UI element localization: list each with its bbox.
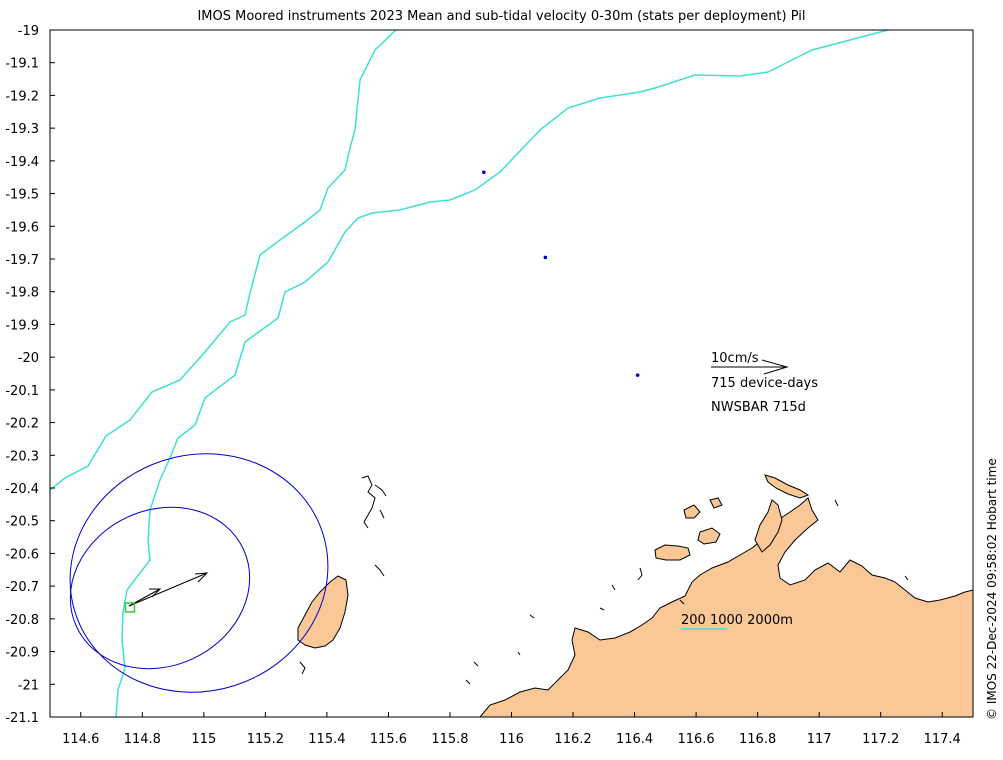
y-tick-label: -21 (18, 678, 39, 693)
y-tick-label: -20.8 (5, 613, 39, 628)
y-tick-label: -20.4 (5, 482, 39, 497)
y-tick-label: -20.1 (5, 384, 39, 399)
y-tick-label: -21.1 (5, 711, 39, 726)
y-axis: -19 -19.1 -19.2 -19.3 -19.4 -19.5 -19.6 -19.7 -1… (5, 24, 55, 726)
isobath-1000 (115, 30, 889, 717)
x-tick-label: 115 (191, 732, 216, 747)
x-tick-label: 115.6 (370, 732, 407, 747)
x-tick-label: 116.8 (739, 732, 776, 747)
mean-velocity-arrow (128, 572, 209, 607)
x-tick-label: 114.8 (124, 732, 161, 747)
y-tick-label: -19.6 (5, 220, 39, 235)
y-tick-label: -20.9 (5, 646, 39, 661)
island-small-4 (709, 497, 723, 509)
y-tick-label: -19.3 (5, 122, 39, 137)
mooring-station-marker[interactable] (124, 602, 136, 613)
x-tick-label: 117.2 (862, 732, 899, 747)
bathymetry-legend-label: 200 1000 2000m (681, 613, 793, 628)
legend-site-label: NWSBAR 715d (711, 400, 806, 415)
island-elongated (764, 474, 810, 499)
island-peninsula (754, 499, 783, 553)
map-plot-area (50, 30, 973, 717)
isobath-200 (50, 30, 397, 491)
island-small-1 (654, 544, 691, 561)
y-tick-label: -20.5 (5, 515, 39, 530)
credit-text: © IMOS 22-Dec-2024 09:58:02 Hobart time (985, 458, 999, 720)
map-title: IMOS Moored instruments 2023 Mean and su… (197, 9, 806, 24)
x-tick-label: 115.4 (308, 732, 345, 747)
x-tick-label: 115.2 (247, 732, 284, 747)
legend-device-days: 715 device-days (711, 376, 818, 391)
y-tick-label: -20.2 (5, 417, 39, 432)
y-tick-label: -19.2 (5, 89, 39, 104)
y-tick-label: -19.8 (5, 286, 39, 301)
x-tick-label: 116.6 (677, 732, 714, 747)
x-tick-label: 117 (807, 732, 832, 747)
y-tick-label: -19.9 (5, 318, 39, 333)
x-tick-label: 116 (499, 732, 524, 747)
x-tick-label: 116.2 (554, 732, 591, 747)
island-large (297, 575, 349, 649)
station-dot[interactable] (482, 170, 486, 175)
legend-scale-arrow (711, 359, 789, 375)
variance-ellipse-outer (69, 453, 329, 693)
station-dot[interactable] (543, 255, 548, 260)
x-tick-label: 114.6 (62, 732, 99, 747)
island-chain (299, 475, 909, 685)
x-tick-label: 115.8 (431, 732, 468, 747)
y-tick-label: -19.7 (5, 253, 39, 268)
y-tick-label: -19.4 (5, 155, 39, 170)
island-small-2 (697, 527, 721, 545)
y-tick-label: -20 (18, 351, 39, 366)
y-tick-label: -20.3 (5, 449, 39, 464)
y-tick-label: -20.7 (5, 580, 39, 595)
y-tick-label: -19.5 (5, 188, 39, 203)
y-tick-label: -20.6 (5, 547, 39, 562)
variance-ellipse-inner (69, 506, 251, 670)
x-tick-label: 117.4 (924, 732, 961, 747)
legend-scale-label: 10cm/s (711, 351, 759, 366)
station-dot[interactable] (635, 373, 640, 377)
island-small-3 (683, 504, 701, 519)
y-tick-label: -19 (18, 24, 39, 39)
y-tick-label: -19.1 (5, 57, 39, 72)
mainland-coast (479, 497, 973, 717)
x-tick-label: 116.4 (616, 732, 653, 747)
x-axis: 114.6 114.8 115 115.2 115.4 115.6 115.8 116 116.… (62, 712, 961, 747)
